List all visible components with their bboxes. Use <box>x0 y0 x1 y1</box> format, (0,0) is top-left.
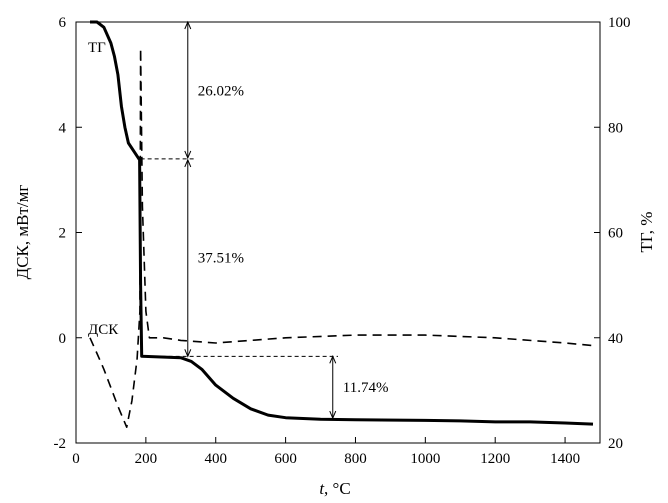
series-label-dsc: ДСК <box>88 322 119 338</box>
series-dsc-line <box>89 47 594 428</box>
y-axis-left-label: ДСК, мВт/мг <box>13 185 32 280</box>
x-tick-label: 1200 <box>480 451 510 467</box>
y-left-tick-label: 0 <box>59 331 67 347</box>
annotation-label: 26.02% <box>198 83 244 99</box>
x-tick-label: 600 <box>274 451 297 467</box>
dimension-arrow-head <box>329 410 337 420</box>
y-axis-right-label: ТГ, % <box>637 212 656 253</box>
dimension-arrow-head <box>184 20 192 30</box>
y-right-tick-label: 60 <box>608 226 623 242</box>
annotation-label: 11.74% <box>343 380 389 396</box>
y-left-tick-label: 2 <box>59 226 67 242</box>
y-left-tick-label: 4 <box>59 120 67 136</box>
dimension-arrow-head <box>329 355 337 364</box>
x-tick-label: 1400 <box>550 451 580 467</box>
y-right-tick-label: 40 <box>608 331 623 347</box>
y-right-tick-label: 80 <box>608 120 623 136</box>
y-left-tick-label: -2 <box>54 436 67 452</box>
annotation-label: 37.51% <box>198 251 244 267</box>
x-tick-label: 400 <box>204 451 227 467</box>
series-label-tg: ТГ <box>88 40 106 56</box>
series-tg-line <box>90 20 594 426</box>
y-left-tick-label: 6 <box>59 15 67 31</box>
dimension-arrow-head <box>184 158 192 168</box>
marks: ТГ ДСК 26.02% 37.51% 11.74% <box>88 20 594 428</box>
dimension-arrow-head <box>184 150 192 160</box>
x-tick-label: 0 <box>72 451 80 467</box>
x-tick-label: 200 <box>135 451 158 467</box>
plot-frame <box>75 21 601 444</box>
axes: 0 200 400 600 800 1000 1200 1400 -2 0 2 4 6 20 40 60 80 1… <box>54 15 631 467</box>
x-tick-label: 800 <box>344 451 367 467</box>
y-right-tick-label: 100 <box>608 15 631 31</box>
x-axis-label: t, °C <box>319 479 350 498</box>
x-tick-label: 1000 <box>410 451 440 467</box>
y-right-tick-label: 20 <box>608 436 623 452</box>
dimension-arrow-head <box>184 349 192 358</box>
